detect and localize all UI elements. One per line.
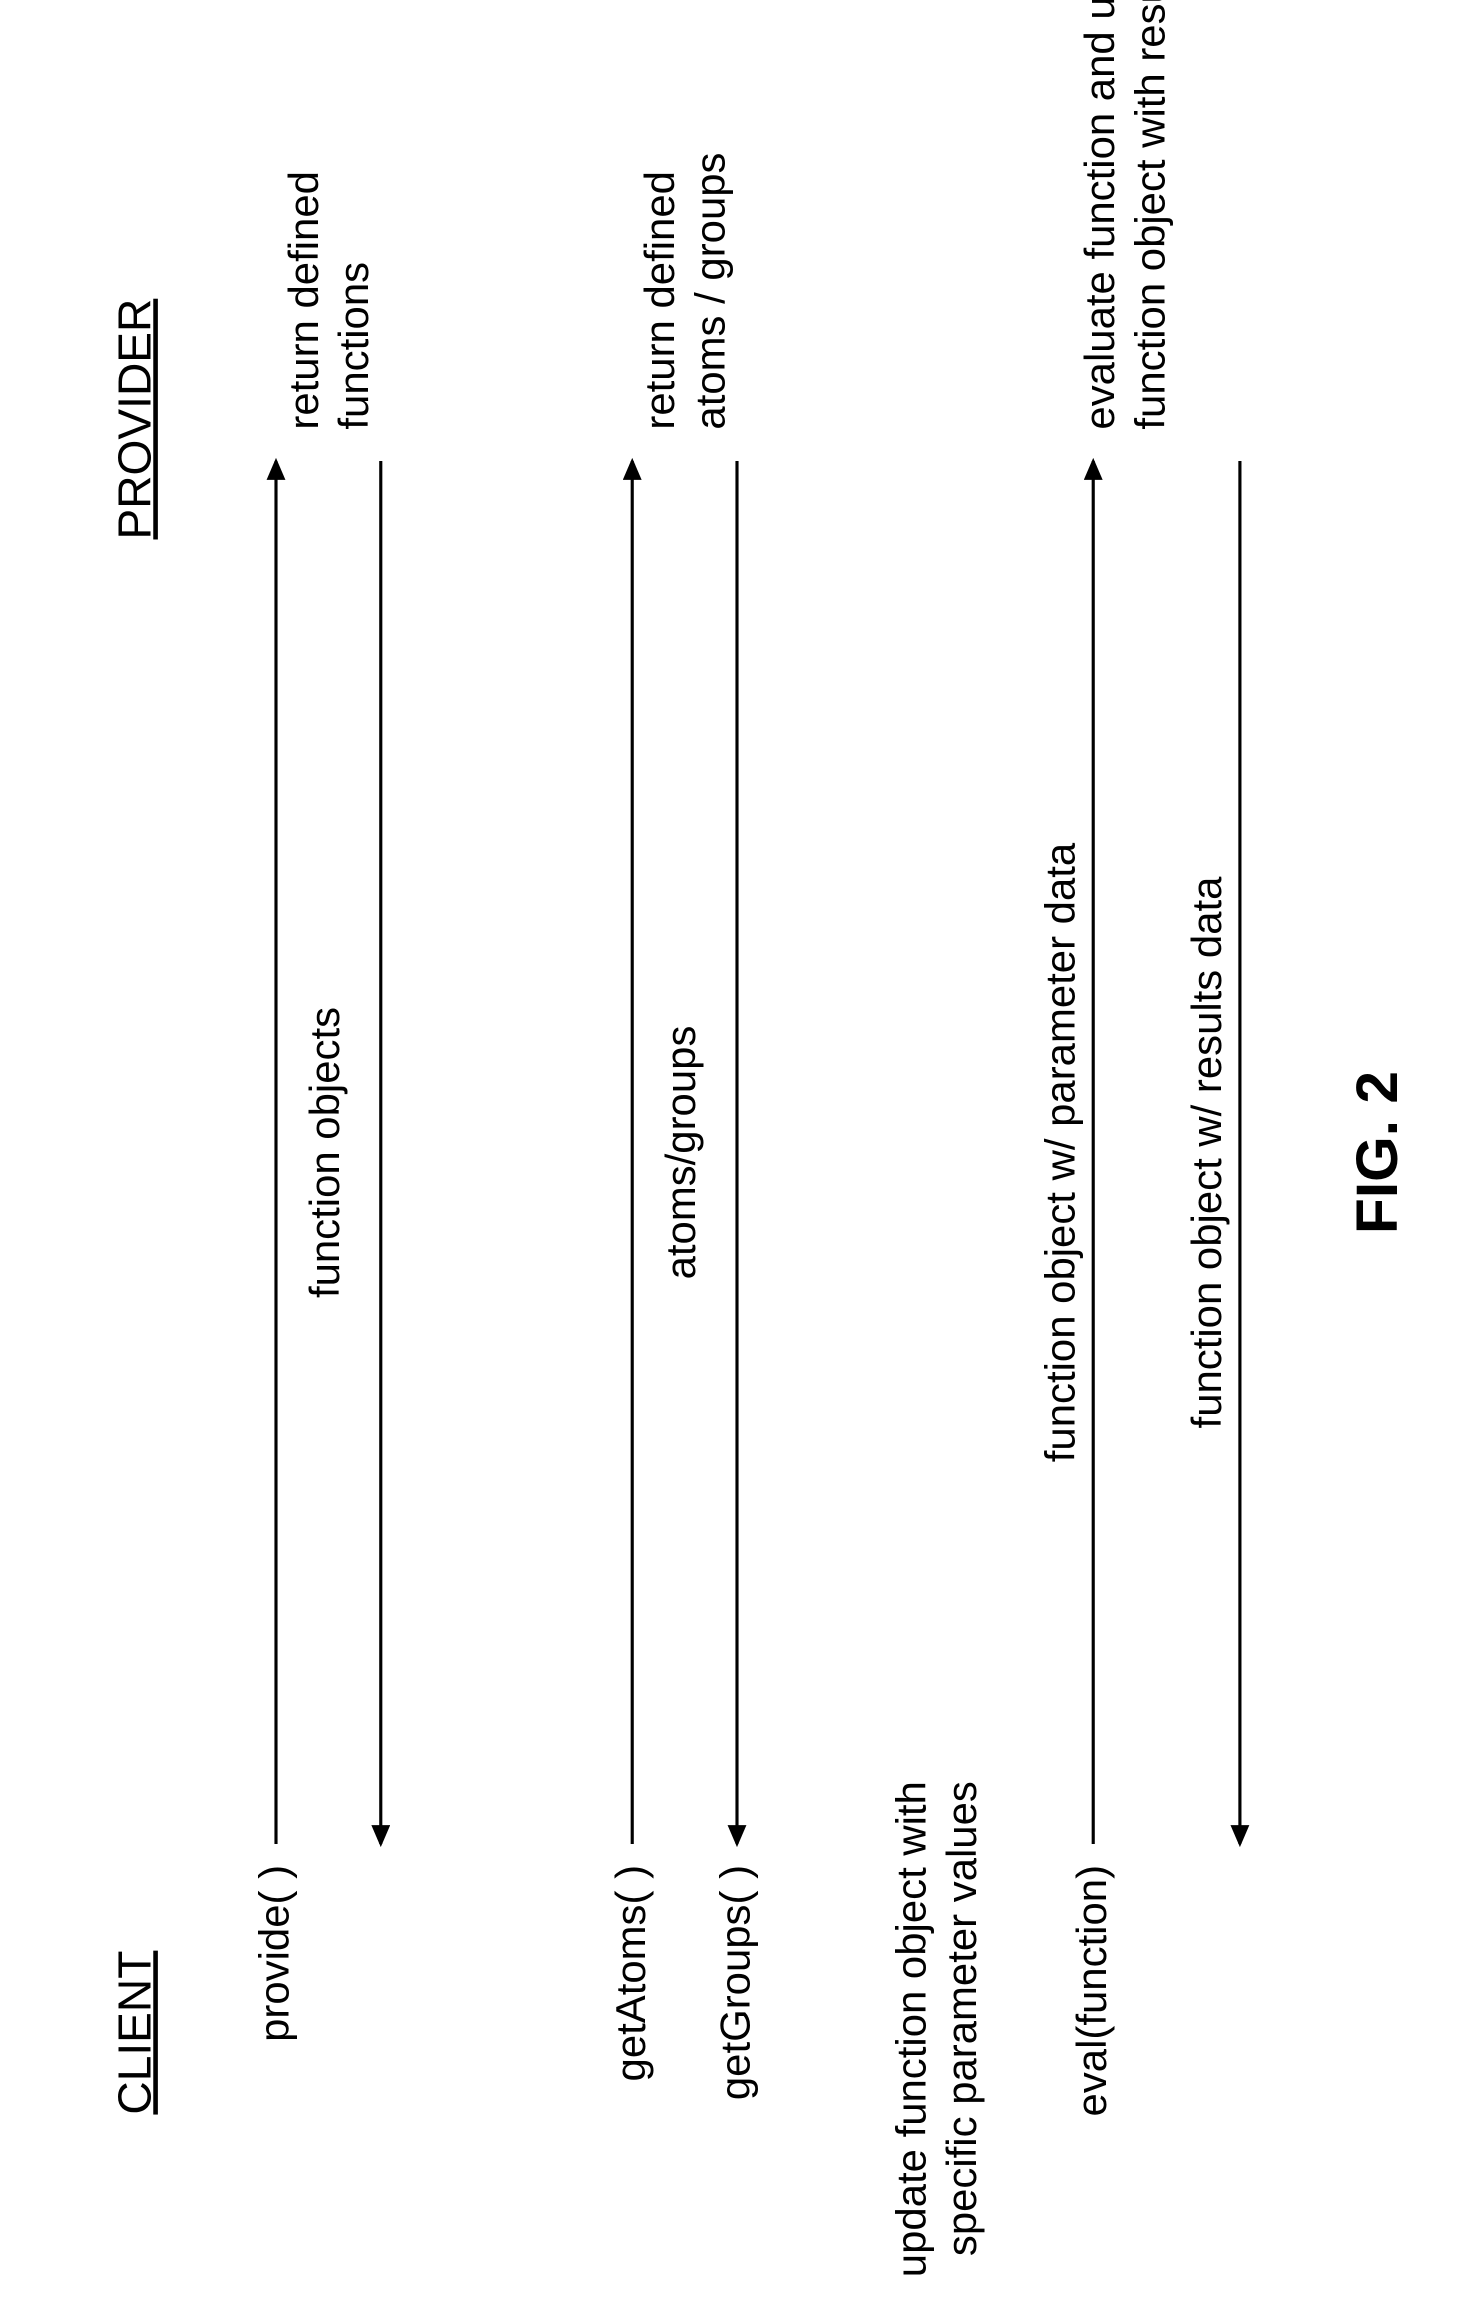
client-call-provide: provide( ) [251, 1865, 298, 2042]
figure-label: FIG. 2 [1345, 1071, 1410, 1234]
sequence-diagram: CLIENT PROVIDER provide( ) function obje… [0, 0, 1474, 2305]
client-call-getatoms: getAtoms( ) [607, 1865, 654, 2082]
client-call-eval: eval(function) [1068, 1865, 1115, 2116]
participant-provider: PROVIDER [108, 299, 160, 540]
provider-note-return-functions-l2: functions [330, 262, 377, 430]
client-note-update-l2: specific parameter values [938, 1781, 985, 2256]
provider-note-return-atoms-l1: return defined [636, 171, 683, 430]
arrow-label-atoms-groups: atoms/groups [657, 1026, 704, 1280]
client-call-getgroups: getGroups( ) [712, 1865, 759, 2100]
arrow-label-function-objects: function objects [301, 1007, 348, 1298]
provider-note-eval-l2: function object with results [1126, 0, 1173, 430]
arrow-label-parameter-data: function object w/ parameter data [1036, 842, 1083, 1462]
client-note-update-l1: update function object with [888, 1781, 935, 2277]
provider-note-eval-l1: evaluate function and update [1076, 0, 1123, 430]
arrow-label-results-data: function object w/ results data [1183, 876, 1230, 1429]
participant-client: CLIENT [108, 1951, 160, 2115]
provider-note-return-atoms-l2: atoms / groups [686, 152, 733, 429]
provider-note-return-functions-l1: return defined [280, 171, 327, 430]
